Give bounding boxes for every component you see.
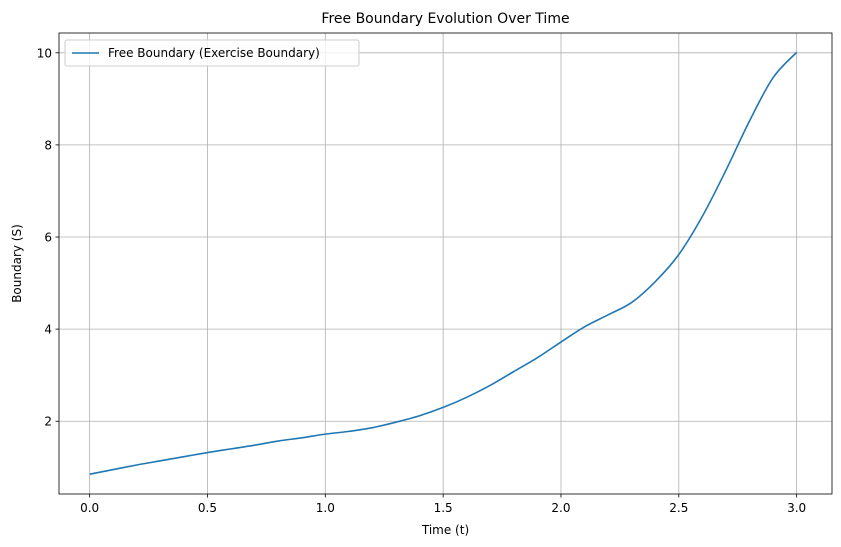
plot-line-group (89, 51, 798, 475)
x-tick-label: 1.0 (316, 501, 335, 515)
y-axis-ticks: 2 4 6 8 10 (37, 46, 59, 429)
chart-title: Free Boundary Evolution Over Time (321, 11, 569, 27)
x-tick-label: 2.0 (551, 501, 570, 515)
plot-frame (58, 32, 833, 495)
legend-entry: Free Boundary (Exercise Boundary) (108, 46, 320, 60)
y-tick-label: 4 (44, 323, 52, 337)
y-tick-label: 6 (44, 231, 52, 245)
grid (59, 33, 832, 494)
legend: Free Boundary (Exercise Boundary) (64, 39, 360, 67)
x-tick-label: 1.5 (434, 501, 453, 515)
series-line-free-boundary (89, 51, 798, 475)
x-axis-ticks: 0.0 0.5 1.0 1.5 2.0 2.5 3.0 (80, 494, 806, 515)
y-tick-label: 10 (37, 46, 52, 60)
x-tick-label: 2.5 (669, 501, 688, 515)
legend-box (64, 39, 360, 67)
x-tick-label: 3.0 (787, 501, 806, 515)
y-axis-label: Boundary (S) (10, 224, 24, 303)
y-tick-label: 2 (44, 415, 52, 429)
x-tick-label: 0.0 (80, 501, 99, 515)
x-tick-label: 0.5 (198, 501, 217, 515)
y-tick-label: 8 (44, 138, 52, 152)
x-axis-label: Time (t) (421, 523, 469, 537)
